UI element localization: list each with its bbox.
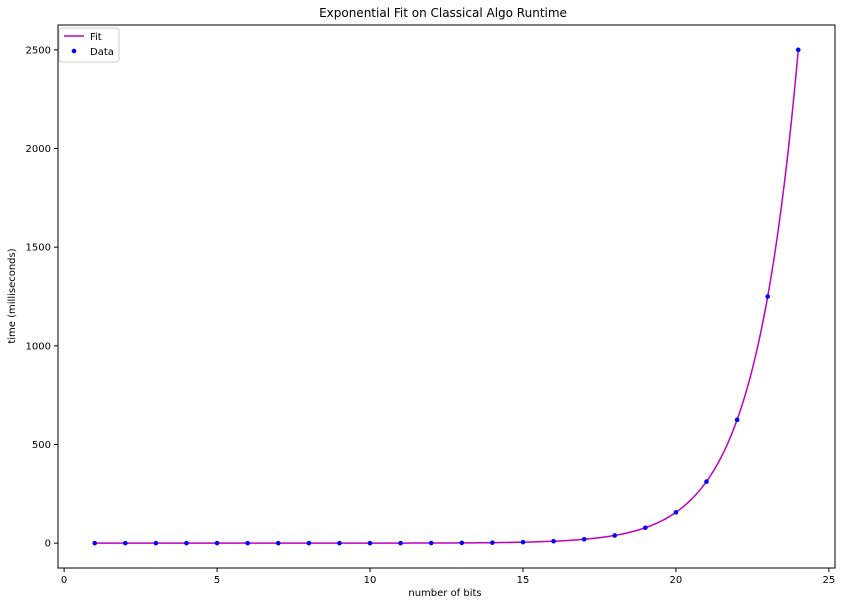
data-point (704, 479, 709, 484)
data-point (612, 533, 618, 538)
y-tick-label: 1500 (26, 243, 51, 254)
data-point (153, 540, 159, 546)
data-point (581, 536, 587, 542)
data-point (184, 540, 189, 546)
data-point (643, 525, 648, 531)
data-point (490, 540, 495, 545)
data-point (398, 540, 403, 546)
data-point (245, 540, 250, 546)
data-point (337, 540, 342, 546)
data-point (795, 47, 801, 53)
x-axis-ticks: 0 5 10 15 20 25 (61, 568, 835, 586)
data-point (551, 538, 556, 544)
data-point (459, 540, 465, 546)
x-tick-label: 25 (823, 575, 836, 586)
data-point (275, 540, 281, 546)
data-point (428, 540, 434, 546)
x-tick-label: 10 (364, 575, 377, 586)
legend-data-swatch (71, 48, 77, 54)
data-point (520, 539, 526, 545)
x-tick-label: 0 (61, 575, 67, 586)
x-tick-label: 5 (214, 575, 220, 586)
y-tick-label: 1000 (26, 341, 51, 352)
x-tick-label: 20 (670, 575, 683, 586)
legend-fit-label: Fit (90, 32, 102, 43)
data-point (123, 540, 128, 546)
chart-title: Exponential Fit on Classical Algo Runtim… (319, 6, 567, 20)
legend-data-label: Data (90, 47, 114, 58)
y-axis-ticks: 0 500 1000 1500 2000 2500 (26, 45, 58, 550)
data-point (673, 510, 679, 515)
x-axis-title: number of bits (408, 588, 481, 599)
x-tick-label: 15 (517, 575, 530, 586)
plot-frame (57, 24, 836, 569)
plot-area (92, 47, 801, 546)
y-tick-label: 0 (45, 539, 51, 550)
y-tick-label: 2500 (26, 45, 51, 56)
data-point (92, 540, 98, 546)
y-tick-label: 500 (32, 440, 51, 451)
data-point (367, 540, 373, 546)
data-point (214, 540, 220, 546)
data-point (734, 417, 740, 423)
y-axis-title: time (milliseconds) (7, 248, 18, 343)
data-point (765, 294, 770, 299)
y-tick-label: 2000 (26, 144, 51, 155)
data-point (306, 540, 312, 546)
fit-line (94, 49, 800, 544)
legend: Fit Data (58, 27, 120, 63)
